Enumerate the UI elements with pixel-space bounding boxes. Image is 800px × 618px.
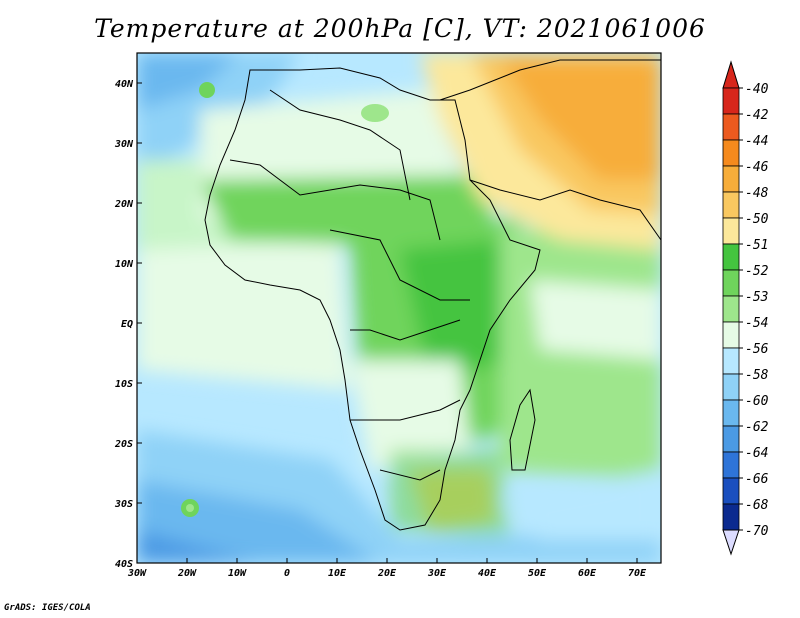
colorbar-label: -48 [745,186,769,201]
lat-label: 20N [114,199,134,210]
colorbar-swatch [722,113,740,141]
colorbar-label: -58 [745,368,769,383]
lon-label: 20E [377,568,397,579]
lat-label: 30S [114,499,133,510]
colorbar-label: -52 [745,264,769,279]
colorbar-swatch [722,295,740,323]
lon-label: 20W [177,568,197,579]
lon-label: 0 [284,568,290,579]
colorbar-label: -66 [745,472,769,487]
colorbar-swatch [722,451,740,479]
colorbar-label: -44 [745,134,768,149]
colorbar-top-arrow [722,60,740,89]
colorbar-swatch [722,269,740,297]
colorbar-swatch [722,139,740,167]
colorbar-label: -60 [745,394,769,409]
lat-label: 10S [115,379,133,390]
colorbar-swatch [722,165,740,193]
colorbar-swatch [722,477,740,505]
lon-label: 60E [578,568,597,579]
colorbar-label: -68 [745,498,769,513]
coastlines [204,59,661,531]
temperature-field [137,53,661,563]
lon-label: 70E [628,568,647,579]
colorbar: -40 -42 -44 -46 -48 -50 -51 -52 -53 -54 -56 -58 -60 -… [722,60,769,556]
lat-label: 40N [115,79,134,90]
longitude-axis: 30W 20W 10W 0 10E 20E 30E 40E 50E 60E 70E [127,558,647,579]
colorbar-label: -42 [745,108,769,123]
colorbar-label: -40 [745,82,769,97]
latitude-axis: 40N 30N 20N 10N EQ 10S 20S 30S 40S [114,79,142,570]
colorbar-label: -51 [745,238,768,253]
colorbar-swatch [722,373,740,401]
lat-label: 10N [115,259,134,270]
colorbar-swatch [722,399,740,427]
map-title: Temperature at 200hPa [C], VT: 202106100… [94,14,706,43]
lat-label: EQ [121,319,133,330]
colorbar-swatch [722,243,740,271]
colorbar-swatch [722,503,740,531]
lon-label: 40E [478,568,497,579]
colorbar-label: -53 [745,290,768,305]
lat-label: 40S [115,559,133,570]
grads-credit: GrADS: IGES/COLA [4,603,91,613]
colorbar-swatch [722,191,740,219]
colorbar-label: -50 [745,212,769,227]
lon-label: 30E [427,568,447,579]
colorbar-bottom-arrow [722,529,740,556]
plot-frame [136,52,662,564]
colorbar-label: -54 [745,316,768,331]
lon-label: 10E [328,568,347,579]
colorbar-label: -70 [745,524,769,539]
lon-label: 30W [127,568,147,579]
lat-label: 20S [114,439,133,450]
colorbar-swatch [722,217,740,245]
colorbar-label: -46 [745,160,769,175]
colorbar-swatch [722,321,740,349]
lon-label: 50E [528,568,547,579]
lat-label: 30N [114,139,134,150]
colorbar-label: -64 [745,446,768,461]
colorbar-swatch [722,347,740,375]
colorbar-label: -56 [745,342,769,357]
colorbar-label: -62 [745,420,769,435]
lon-label: 10W [228,568,247,579]
colorbar-swatch [722,425,740,453]
colorbar-swatch [722,87,740,115]
